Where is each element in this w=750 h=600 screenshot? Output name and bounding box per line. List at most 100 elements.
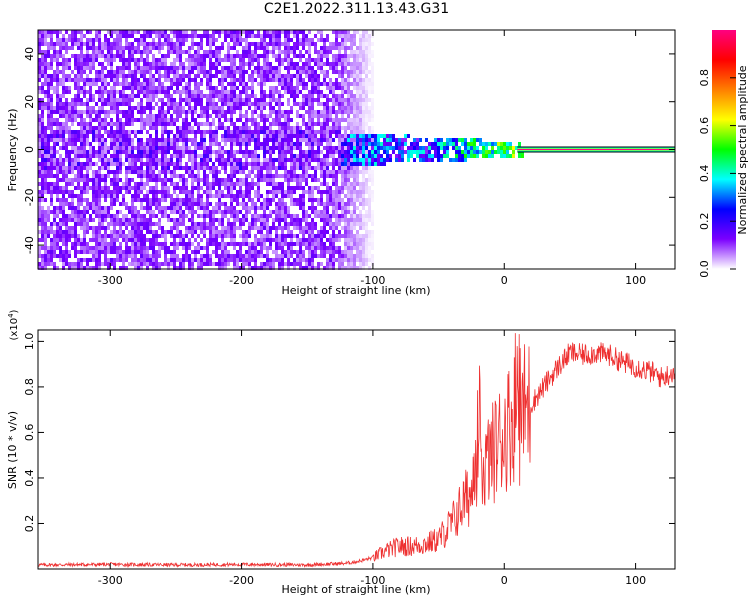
- heatmap-cell: [44, 166, 47, 170]
- heatmap-cell: [200, 262, 203, 266]
- heatmap-cell: [209, 262, 212, 266]
- heatmap-cell: [164, 262, 167, 266]
- heatmap-cell: [152, 142, 155, 146]
- heatmap-cell: [215, 58, 218, 62]
- heatmap-cell: [317, 266, 320, 270]
- heatmap-cell: [146, 250, 149, 254]
- heatmap-cell: [224, 194, 227, 198]
- heatmap-cell: [155, 126, 158, 130]
- heatmap-cell: [323, 102, 326, 106]
- heatmap-cell: [290, 254, 293, 258]
- heatmap-cell: [305, 210, 308, 214]
- heatmap-cell: [296, 34, 299, 38]
- heatmap-cell: [56, 78, 59, 82]
- heatmap-cell: [167, 250, 170, 254]
- heatmap-cell: [191, 218, 194, 222]
- heatmap-cell: [137, 182, 140, 186]
- heatmap-cell: [269, 170, 272, 174]
- heatmap-cell: [350, 70, 353, 74]
- heatmap-cell: [44, 50, 47, 54]
- heatmap-cell: [110, 158, 113, 162]
- heatmap-cell: [224, 242, 227, 246]
- heatmap-cell: [251, 70, 254, 74]
- heatmap-cell: [287, 102, 290, 106]
- heatmap-cell: [341, 126, 344, 130]
- heatmap-cell: [347, 90, 350, 94]
- heatmap-cell: [86, 210, 89, 214]
- heatmap-cell: [296, 42, 299, 46]
- heatmap-cell: [200, 134, 203, 138]
- heatmap-cell: [176, 194, 179, 198]
- heatmap-cell: [149, 34, 152, 38]
- heatmap-cell: [89, 78, 92, 82]
- heatmap-cell: [53, 70, 56, 74]
- heatmap-cell: [173, 122, 176, 126]
- heatmap-cell: [107, 114, 110, 118]
- heatmap-cell: [194, 146, 197, 150]
- heatmap-cell: [338, 102, 341, 106]
- heatmap-cell: [248, 94, 251, 98]
- heatmap-cell: [137, 262, 140, 266]
- heatmap-cell: [50, 42, 53, 46]
- heatmap-cell: [155, 94, 158, 98]
- heatmap-cell: [302, 118, 305, 122]
- heatmap-cell: [206, 178, 209, 182]
- heatmap-cell: [299, 42, 302, 46]
- heatmap-cell: [308, 106, 311, 110]
- heatmap-cell: [248, 162, 251, 166]
- heatmap-cell: [185, 206, 188, 210]
- heatmap-cell: [344, 42, 347, 46]
- heatmap-cell: [59, 186, 62, 190]
- heatmap-cell: [116, 118, 119, 122]
- heatmap-cell: [290, 218, 293, 222]
- heatmap-cell: [95, 102, 98, 106]
- heatmap-cell: [161, 206, 164, 210]
- heatmap-cell: [212, 98, 215, 102]
- heatmap-cell: [161, 246, 164, 250]
- heatmap-cell: [239, 130, 242, 134]
- heatmap-cell: [227, 74, 230, 78]
- heatmap-cell: [353, 206, 356, 210]
- heatmap-cell: [77, 54, 80, 58]
- heatmap-cell: [158, 234, 161, 238]
- heatmap-cell: [65, 106, 68, 110]
- heatmap-cell: [86, 178, 89, 182]
- heatmap-cell: [110, 242, 113, 246]
- heatmap-cell: [227, 70, 230, 74]
- heatmap-cell: [155, 250, 158, 254]
- heatmap-cell: [215, 70, 218, 74]
- heatmap-cell: [170, 182, 173, 186]
- heatmap-cell: [194, 122, 197, 126]
- heatmap-cell: [230, 230, 233, 234]
- heatmap-cell: [161, 162, 164, 166]
- heatmap-cell: [113, 182, 116, 186]
- heatmap-cell: [104, 122, 107, 126]
- heatmap-cell: [287, 174, 290, 178]
- heatmap-cell: [50, 94, 53, 98]
- heatmap-cell: [221, 146, 224, 150]
- heatmap-cell: [254, 58, 257, 62]
- heatmap-cell: [269, 30, 272, 34]
- heatmap-cell: [308, 134, 311, 138]
- heatmap-cell: [65, 102, 68, 106]
- heatmap-cell: [233, 226, 236, 230]
- heatmap-cell: [341, 114, 344, 118]
- heatmap-cell: [182, 218, 185, 222]
- heatmap-cell: [125, 222, 128, 226]
- heatmap-cell: [230, 30, 233, 34]
- heatmap-cell: [80, 214, 83, 218]
- heatmap-cell: [275, 190, 278, 194]
- heatmap-cell: [128, 138, 131, 142]
- heatmap-cell: [173, 58, 176, 62]
- heatmap-cell: [44, 78, 47, 82]
- heatmap-cell: [275, 146, 278, 150]
- heatmap-cell: [317, 146, 320, 150]
- heatmap-cell: [62, 142, 65, 146]
- heatmap-cell: [122, 122, 125, 126]
- heatmap-cell: [347, 182, 350, 186]
- heatmap-cell: [101, 102, 104, 106]
- heatmap-cell: [185, 162, 188, 166]
- heatmap-cell: [221, 90, 224, 94]
- heatmap-cell: [236, 50, 239, 54]
- heatmap-cell: [143, 246, 146, 250]
